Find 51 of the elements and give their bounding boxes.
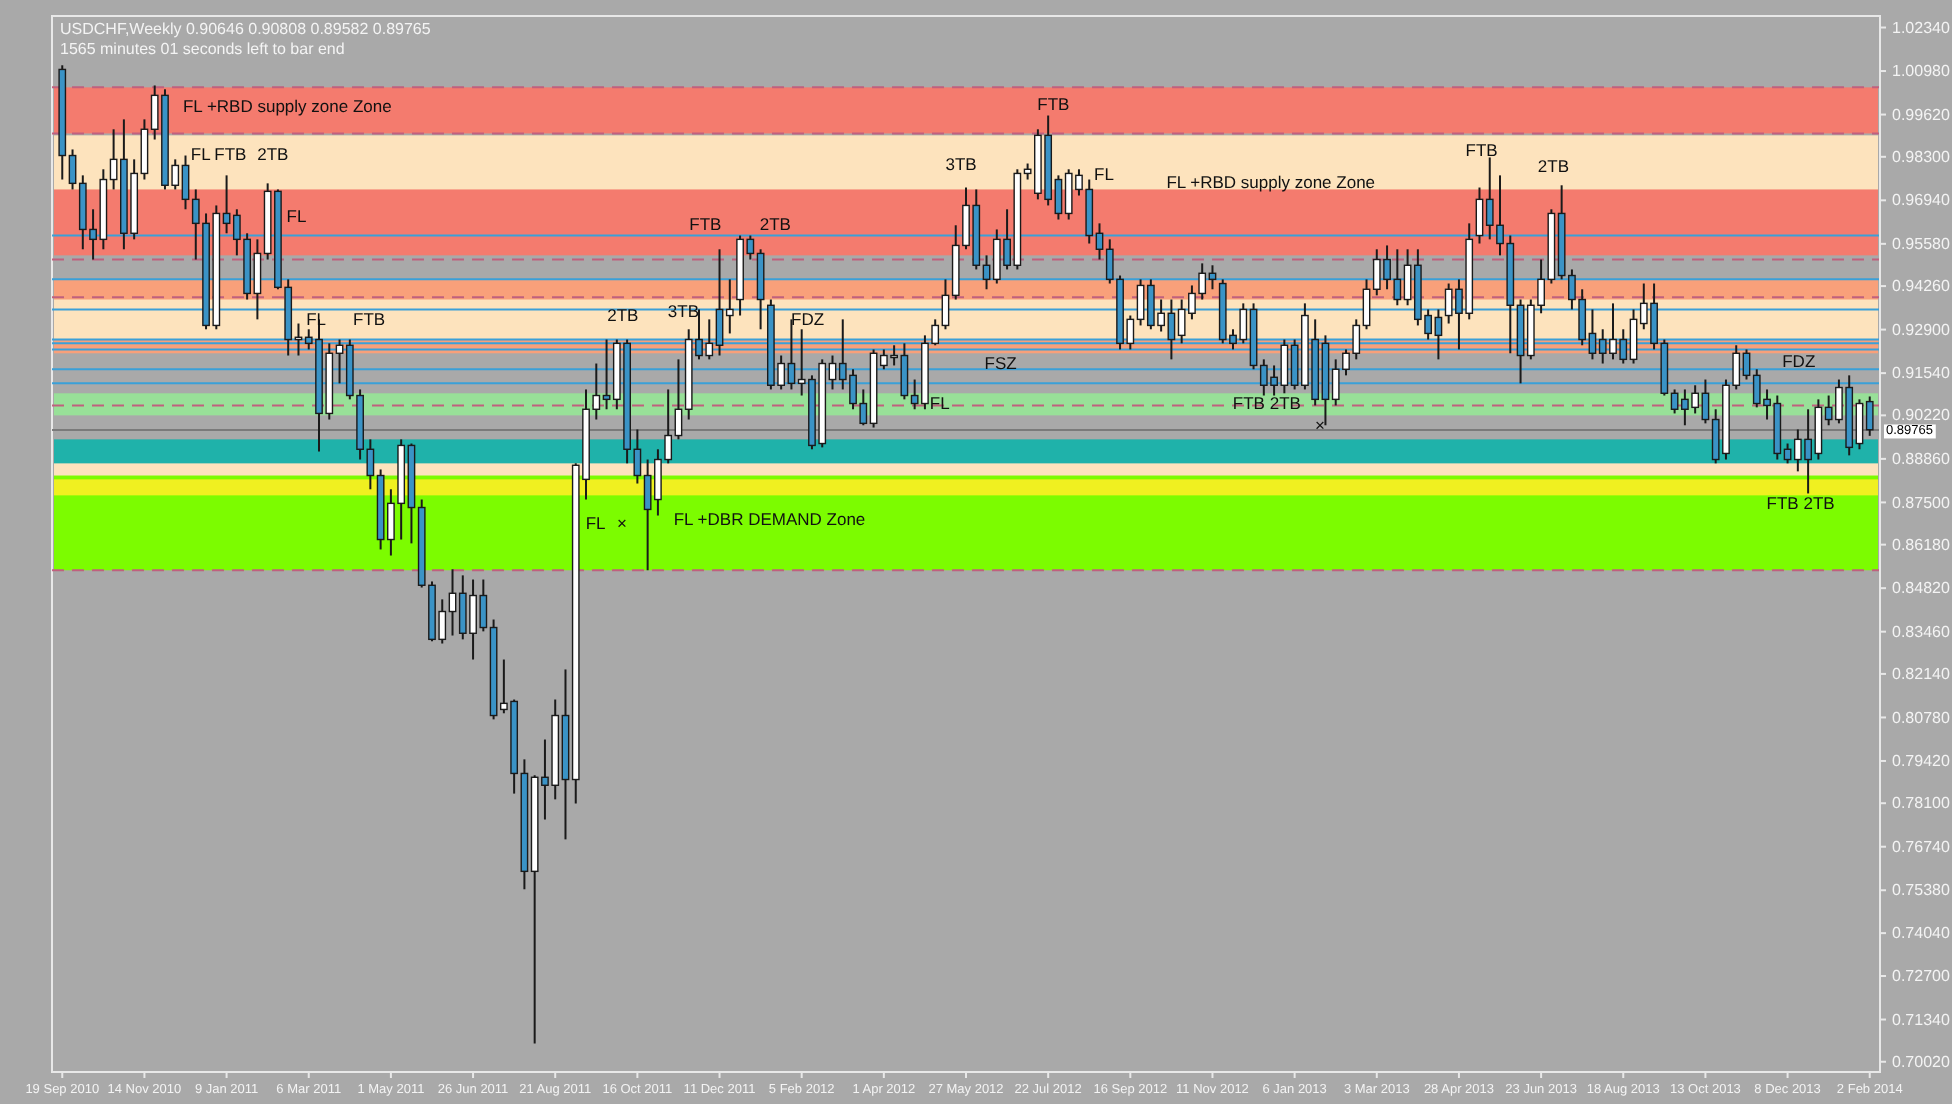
y-tick-label: 0.79420 <box>1892 752 1951 771</box>
y-tick-label: 0.90220 <box>1892 406 1951 425</box>
annotation: × <box>1314 415 1325 436</box>
y-tick-label: 0.78100 <box>1892 794 1951 813</box>
y-tick-label: 0.76740 <box>1892 837 1951 856</box>
annotation: FL <box>306 309 327 330</box>
annotation: 2TB <box>257 143 290 164</box>
y-tick-label: 0.99620 <box>1892 105 1951 124</box>
annotation: FL +RBD supply zone Zone <box>1166 171 1376 192</box>
y-tick-label: 0.80780 <box>1892 708 1951 727</box>
annotation: FTB <box>689 213 723 234</box>
annotation: FTB <box>353 309 386 330</box>
y-tick-label: 0.82140 <box>1892 665 1951 684</box>
annotation: FL +RBD supply zone Zone <box>182 95 393 116</box>
annotation: × <box>617 512 628 533</box>
annotation: FL <box>585 512 607 533</box>
annotation: FTB <box>1465 139 1499 160</box>
chart-title: USDCHF,Weekly 0.90646 0.90808 0.89582 0.89765 <box>60 20 432 38</box>
y-tick-label: 0.71340 <box>1892 1010 1951 1029</box>
y-tick-label: 0.86180 <box>1892 535 1951 554</box>
y-tick-label: 0.95580 <box>1892 234 1951 253</box>
y-tick-label: 0.98300 <box>1892 147 1951 166</box>
y-tick-label: 0.87500 <box>1892 493 1951 512</box>
annotation: FSZ <box>984 353 1017 374</box>
y-tick-label: 1.00980 <box>1892 62 1951 81</box>
annotation: 2TB <box>607 305 640 326</box>
annotation: FTB 2TB <box>1766 493 1836 514</box>
annotation: FL +DBR DEMAND Zone <box>673 509 866 529</box>
annotation: FDZ <box>791 309 825 330</box>
y-tick-label: 0.83460 <box>1892 622 1951 641</box>
annotation: FL <box>286 205 307 226</box>
annotation: FL <box>190 143 212 164</box>
text: 1565 minutes 01 seconds left to bar end <box>60 40 345 58</box>
y-tick-label: 0.84820 <box>1892 579 1951 598</box>
annotation: FDZ <box>1782 351 1816 372</box>
annotation: FTB <box>214 143 248 164</box>
y-tick-label: 0.74040 <box>1892 924 1951 943</box>
annotation: 2TB <box>1537 155 1570 176</box>
annotation: FTB <box>1037 93 1071 114</box>
y-tick-label: 1.02340 <box>1892 18 1951 37</box>
y-tick-label: 0.91540 <box>1892 364 1951 383</box>
y-tick-label: 0.72700 <box>1892 967 1951 986</box>
y-tick-label: 0.75380 <box>1892 881 1951 900</box>
annotation: 2TB <box>759 213 792 234</box>
y-tick-label: 0.94260 <box>1892 277 1951 296</box>
y-tick-label: 0.92900 <box>1892 320 1951 339</box>
y-tick-label: 0.96940 <box>1892 191 1951 210</box>
annotation: 3TB <box>945 153 978 174</box>
annotation: FL <box>1094 163 1115 184</box>
y-tick-label: 0.70020 <box>1892 1052 1951 1071</box>
y-tick-label: 0.88860 <box>1892 450 1951 468</box>
